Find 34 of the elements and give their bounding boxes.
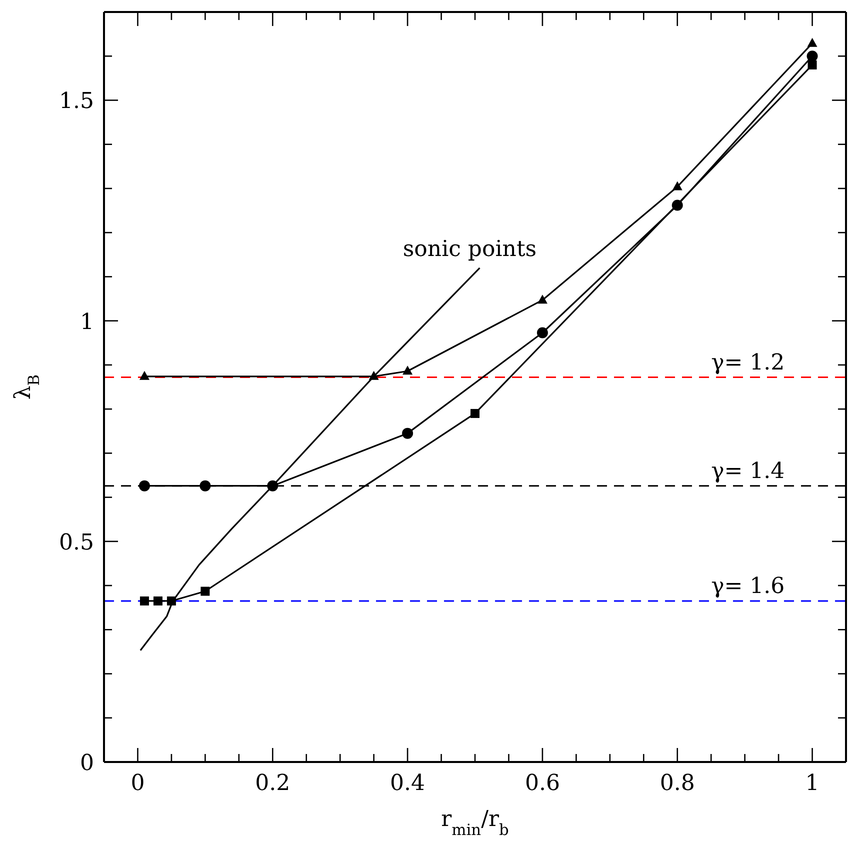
point <box>536 327 548 338</box>
point <box>807 38 818 47</box>
x-tick-label: 0.8 <box>660 771 695 796</box>
x-tick-label: 0.2 <box>255 771 290 796</box>
point <box>200 480 211 492</box>
point <box>200 586 210 596</box>
point <box>267 480 278 492</box>
point <box>140 596 149 606</box>
y-tick-label: 0.5 <box>59 530 94 556</box>
point <box>402 366 413 375</box>
x-tick-label: 0 <box>130 771 145 796</box>
x-axis-title: r$_{min}$/r$_{b}$ <box>441 807 510 839</box>
annotation: γ= 1.2 <box>711 350 785 376</box>
annotation: sonic points <box>402 236 537 262</box>
y-tick-label: 1.5 <box>59 89 94 114</box>
point <box>153 596 162 606</box>
y-tick-label: 1 <box>80 310 94 335</box>
point <box>166 596 176 606</box>
x-tick-label: 0.6 <box>524 771 560 796</box>
point <box>470 408 480 418</box>
point <box>537 294 548 304</box>
point <box>808 60 817 70</box>
point <box>672 200 683 211</box>
x-tick-label: 0.4 <box>390 771 426 796</box>
point <box>672 181 682 190</box>
point <box>138 480 150 492</box>
annotation: γ= 1.6 <box>711 574 785 599</box>
point <box>139 370 150 380</box>
point <box>368 370 379 380</box>
x-tick-label: 1 <box>805 771 820 796</box>
point <box>806 50 818 62</box>
y-tick-label: 0 <box>80 751 94 776</box>
annotation: γ= 1.4 <box>711 458 785 484</box>
point <box>402 428 414 439</box>
